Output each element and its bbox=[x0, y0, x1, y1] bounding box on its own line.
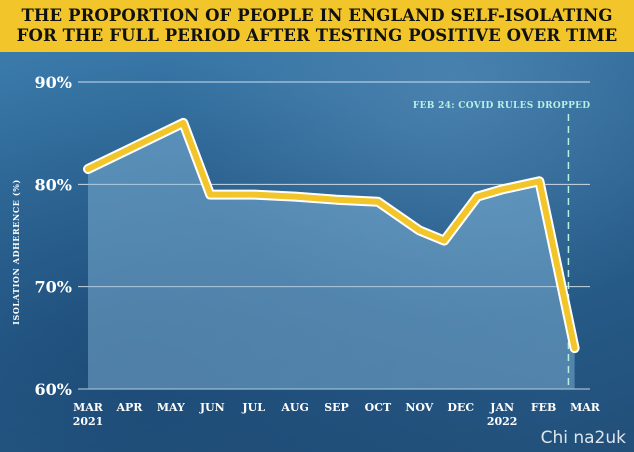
watermark-text: Chi na2uk bbox=[540, 428, 626, 448]
x-tick-label: JUN bbox=[199, 401, 225, 414]
y-tick-label: 70% bbox=[35, 278, 72, 297]
y-tick-label: 90% bbox=[35, 73, 72, 92]
y-axis-label: ISOLATION ADHERENCE (%) bbox=[11, 179, 21, 325]
y-axis-ticks: 60% 70% 80% 90% bbox=[35, 73, 72, 399]
x-tick-label: MAY bbox=[157, 401, 185, 414]
y-tick-label: 60% bbox=[35, 380, 72, 399]
x-tick-label: SEP bbox=[324, 401, 349, 414]
area-fill bbox=[88, 122, 575, 390]
x-tick-label: AUG bbox=[280, 401, 309, 414]
chart-title: THE PROPORTION OF PEOPLE IN ENGLAND SELF… bbox=[16, 6, 618, 45]
title-banner: THE PROPORTION OF PEOPLE IN ENGLAND SELF… bbox=[0, 0, 634, 52]
annotation-label: FEB 24: COVID RULES DROPPED bbox=[413, 101, 591, 111]
x-tick-label: JAN bbox=[489, 401, 514, 414]
x-tick-label: JUL bbox=[241, 401, 265, 414]
x-tick-label: NOV bbox=[405, 401, 433, 414]
x-axis-ticks: MAR APR MAY JUN JUL AUG SEP OCT NOV DEC JAN FEB MAR2… bbox=[73, 401, 601, 428]
x-tick-label: MAR bbox=[73, 401, 104, 414]
x-year-label: 2022 bbox=[487, 415, 518, 428]
x-tick-label: APR bbox=[115, 401, 143, 414]
y-tick-label: 80% bbox=[35, 175, 72, 194]
x-tick-label: OCT bbox=[365, 401, 392, 414]
x-tick-label: MAR bbox=[570, 401, 601, 414]
x-tick-label: FEB bbox=[531, 401, 557, 414]
annotation-group: FEB 24: COVID RULES DROPPED bbox=[413, 101, 591, 389]
x-tick-label: DEC bbox=[447, 401, 474, 414]
x-year-label: 2021 bbox=[73, 415, 104, 428]
series-line bbox=[85, 119, 578, 352]
